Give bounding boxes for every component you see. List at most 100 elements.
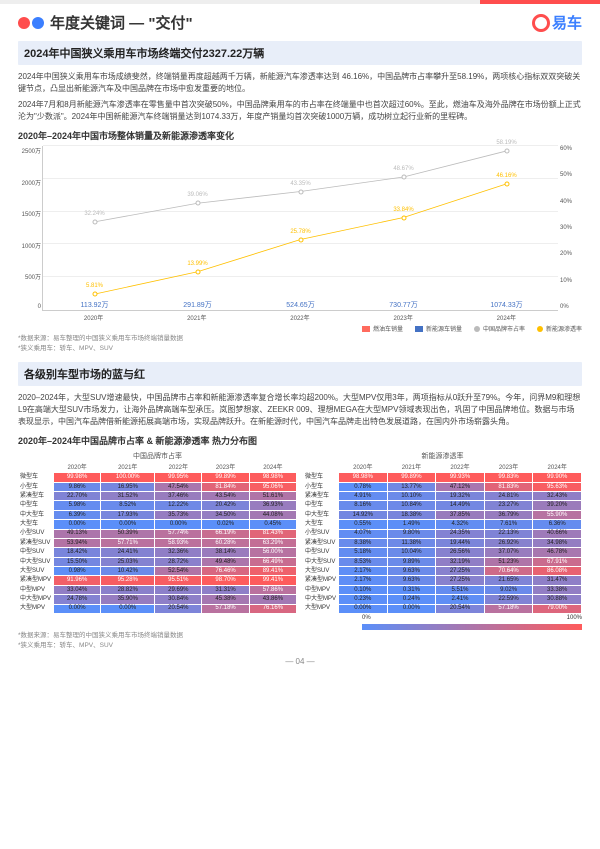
section1-p1: 2024年中国狭义乘用车市场成绩斐然，终端销量再度超越两千万辆，新能源汽车渗透率… <box>18 71 582 95</box>
heat-cell: 57.74% <box>155 529 202 538</box>
heat-cell: 63.29% <box>249 538 296 547</box>
heat-cell: 10.42% <box>101 567 155 576</box>
heat-cell: 67.91% <box>533 557 582 566</box>
heat-cell: 81.84% <box>202 482 249 491</box>
heat-cell: 47.54% <box>155 482 202 491</box>
heat-cell: 4.32% <box>436 520 485 529</box>
heat-cell: 31.52% <box>101 492 155 501</box>
heat-cell: 99.95% <box>155 473 202 482</box>
heat-cell: 66.49% <box>249 557 296 566</box>
heat-cell: 2.17% <box>339 567 388 576</box>
heat-cell: 91.96% <box>54 576 101 585</box>
heat-cell: 0.24% <box>387 595 436 604</box>
heat-cell: 25.03% <box>101 557 155 566</box>
heat-cell: 10.10% <box>387 492 436 501</box>
heat-cell: 0.31% <box>387 585 436 594</box>
heat-cell: 0.55% <box>339 520 388 529</box>
heat-cell: 14.49% <box>436 501 485 510</box>
heat-cell: 32.43% <box>533 492 582 501</box>
bar-group: 1252.89万1074.33万 <box>487 146 527 310</box>
heat-cell: 8.52% <box>101 501 155 510</box>
heat-cell: 99.98% <box>54 473 101 482</box>
chart1-x-labels: 2020年2021年2022年2023年2024年 <box>42 313 558 322</box>
heat-cell: 57.18% <box>202 604 249 613</box>
heat-cell: 81.83% <box>484 482 533 491</box>
heat-cell: 0.98% <box>54 567 101 576</box>
section1-p2: 2024年7月和8月新能源汽车渗透率在零售量中首次突破50%，中国品牌乘用车的市… <box>18 99 582 123</box>
logo-icon <box>532 14 550 32</box>
heat-right-title: 新能源渗透率 <box>303 451 582 461</box>
heat-cell: 76.46% <box>202 567 249 576</box>
heat-right: 新能源渗透率 2020年2021年2022年2023年2024年微型车98.98… <box>303 451 582 614</box>
heat-cell: 4.91% <box>339 492 388 501</box>
chart1-source1: *数据来源：易车整理的中国狭义乘用车市场终端销量数据 <box>18 335 582 343</box>
legend-item: 新能源渗透率 <box>537 324 582 333</box>
heat-left: 中国品牌市占率 2020年2021年2022年2023年2024年微型车99.9… <box>18 451 297 614</box>
heat-cell: 47.12% <box>436 482 485 491</box>
heat-cell: 2.41% <box>436 595 485 604</box>
heat-cell: 10.04% <box>387 548 436 557</box>
heat-cell: 37.85% <box>436 510 485 519</box>
logo-text: 易车 <box>552 12 582 33</box>
heat-cell: 46.78% <box>533 548 582 557</box>
heat-cell: 43.86% <box>249 595 296 604</box>
heat-cell: 35.90% <box>101 595 155 604</box>
heat-cell: 34.50% <box>202 510 249 519</box>
heat-cell: 53.94% <box>54 538 101 547</box>
heat-cell: 8.38% <box>339 538 388 547</box>
heat-cell: 98.98% <box>249 473 296 482</box>
heat-cell: 33.38% <box>533 585 582 594</box>
legend-item: 燃油车销量 <box>362 324 403 333</box>
heat-cell: 37.46% <box>155 492 202 501</box>
heat-cell: 2.17% <box>339 576 388 585</box>
heat-cell: 0.23% <box>339 595 388 604</box>
header-row: 年度关键词 — "交付" 易车 <box>18 12 582 33</box>
section2-bar: 各级别车型市场的蓝与红 <box>18 362 582 386</box>
heat-cell: 0.00% <box>155 520 202 529</box>
section2-p1: 2020–2024年，大型SUV增速最快，中国品牌市占率和新能源渗透率复合增长率… <box>18 392 582 428</box>
heat-cell: 20.54% <box>155 604 202 613</box>
heat-cell: 15.50% <box>54 557 101 566</box>
heat-cell: 36.93% <box>249 501 296 510</box>
heat-cell: 38.14% <box>202 548 249 557</box>
heat-cell: 98.98% <box>339 473 388 482</box>
heat-cell: 22.13% <box>484 529 533 538</box>
title-dots <box>18 17 44 29</box>
heat-source1: *数据来源：易车整理的中国狭义乘用车市场终端销量数据 <box>18 632 582 640</box>
heat-cell: 23.27% <box>484 501 533 510</box>
grad-min: 0% <box>362 615 371 621</box>
heat-cell: 0.00% <box>339 604 388 613</box>
heat-cell: 24.81% <box>484 492 533 501</box>
heat-cell: 21.65% <box>484 576 533 585</box>
heat-cell: 20.54% <box>436 604 485 613</box>
heat-cell: 60.28% <box>202 538 249 547</box>
heat-cell: 32.36% <box>155 548 202 557</box>
heat-cell: 0.00% <box>54 604 101 613</box>
heat-cell: 30.84% <box>155 595 202 604</box>
heat-cell: 9.80% <box>387 529 436 538</box>
heat-cell: 29.69% <box>155 585 202 594</box>
heat-cell: 81.43% <box>249 529 296 538</box>
title-wrap: 年度关键词 — "交付" <box>18 12 193 33</box>
heat-left-table: 2020年2021年2022年2023年2024年微型车99.98%100.00… <box>18 463 297 614</box>
heat-cell: 34.98% <box>533 538 582 547</box>
heat-cell: 5.51% <box>436 585 485 594</box>
legend-item: 新能源车销量 <box>415 324 462 333</box>
grad-max: 100% <box>567 615 582 621</box>
heat-cell: 51.61% <box>249 492 296 501</box>
heat-title: 2020年–2024年中国品牌市占率 & 新能源渗透率 热力分布图 <box>18 434 582 447</box>
heat-cell: 6.36% <box>533 520 582 529</box>
heat-cell: 0.78% <box>339 482 388 491</box>
heat-cell: 9.63% <box>387 567 436 576</box>
heat-cell: 56.00% <box>249 548 296 557</box>
heat-cell: 1.49% <box>387 520 436 529</box>
heat-cell: 9.02% <box>484 585 533 594</box>
heat-cell: 16.95% <box>101 482 155 491</box>
heat-cell: 20.42% <box>202 501 249 510</box>
heat-cell: 99.90% <box>533 473 582 482</box>
heat-cell: 40.66% <box>533 529 582 538</box>
heat-cell: 57.86% <box>249 585 296 594</box>
heat-cell: 9.89% <box>387 557 436 566</box>
heat-source2: *狭义乘用车：轿车、MPV、SUV <box>18 642 582 650</box>
page-number: — 04 — <box>18 657 582 666</box>
